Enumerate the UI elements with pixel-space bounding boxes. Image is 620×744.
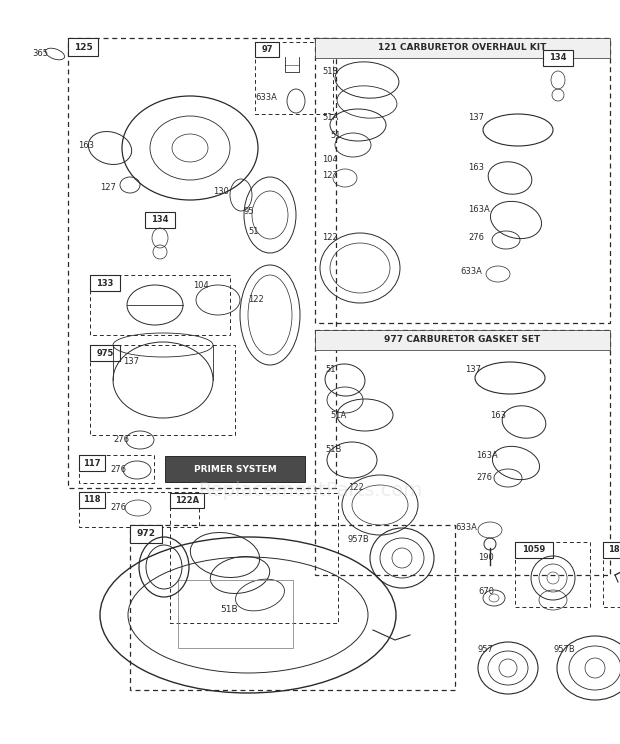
- Bar: [130, 525, 455, 690]
- Text: 163A: 163A: [468, 205, 490, 214]
- Text: 633A: 633A: [460, 268, 482, 277]
- Bar: [178, 580, 293, 648]
- Text: 95: 95: [243, 208, 254, 217]
- Bar: [165, 456, 305, 482]
- Bar: [68, 38, 98, 56]
- Text: 163: 163: [468, 164, 484, 173]
- Text: 633A: 633A: [255, 94, 277, 103]
- Text: 276: 276: [476, 472, 492, 481]
- Text: 51: 51: [325, 365, 335, 374]
- Text: 51: 51: [248, 228, 259, 237]
- Bar: [90, 275, 230, 335]
- Bar: [90, 275, 120, 291]
- Text: 104: 104: [322, 155, 338, 164]
- Text: 276: 276: [110, 504, 126, 513]
- Text: 972: 972: [136, 530, 156, 539]
- Text: 104: 104: [193, 280, 209, 289]
- Bar: [68, 38, 336, 488]
- Text: 276: 276: [113, 435, 129, 444]
- Bar: [170, 493, 338, 623]
- Text: 133: 133: [96, 278, 113, 287]
- Text: 51: 51: [330, 130, 340, 139]
- Text: 276: 276: [110, 466, 126, 475]
- Bar: [79, 492, 199, 527]
- Text: 51B: 51B: [325, 446, 342, 455]
- Text: 163A: 163A: [476, 451, 498, 460]
- Text: 117: 117: [83, 458, 100, 467]
- Text: 122: 122: [348, 484, 364, 493]
- Bar: [255, 42, 333, 114]
- Text: 51A: 51A: [322, 114, 339, 123]
- Bar: [315, 38, 610, 58]
- Bar: [90, 345, 120, 361]
- Bar: [515, 542, 590, 607]
- Bar: [515, 542, 553, 558]
- Bar: [543, 50, 573, 66]
- Text: 957B: 957B: [553, 646, 575, 655]
- Bar: [315, 38, 610, 323]
- Bar: [315, 330, 610, 575]
- Text: 51B: 51B: [220, 606, 237, 615]
- Text: 122: 122: [248, 295, 264, 304]
- Bar: [170, 493, 204, 508]
- Text: 957B: 957B: [348, 536, 370, 545]
- Text: 51A: 51A: [330, 411, 346, 420]
- Text: 1059: 1059: [523, 545, 546, 554]
- Bar: [315, 330, 610, 350]
- Text: 118: 118: [83, 496, 100, 504]
- Text: 975: 975: [96, 348, 113, 358]
- Text: 633A: 633A: [455, 524, 477, 533]
- Text: 127: 127: [322, 170, 338, 179]
- Bar: [145, 212, 175, 228]
- Text: 134: 134: [549, 54, 567, 62]
- Bar: [79, 455, 154, 483]
- Text: 137: 137: [465, 365, 481, 374]
- Text: 127: 127: [100, 182, 116, 191]
- Bar: [603, 542, 620, 558]
- Text: 187: 187: [608, 545, 620, 554]
- Text: 190: 190: [478, 554, 494, 562]
- Bar: [79, 492, 105, 508]
- Text: 957: 957: [478, 646, 494, 655]
- Bar: [79, 455, 105, 471]
- Text: 163: 163: [78, 141, 94, 150]
- Bar: [255, 42, 279, 57]
- Text: 97: 97: [261, 45, 273, 54]
- Text: ReplacementParts.com: ReplacementParts.com: [198, 481, 422, 499]
- Text: 276: 276: [468, 234, 484, 243]
- Bar: [90, 345, 235, 435]
- Text: 122: 122: [322, 234, 338, 243]
- Text: 137: 137: [123, 358, 139, 367]
- Text: 121 CARBURETOR OVERHAUL KIT: 121 CARBURETOR OVERHAUL KIT: [378, 43, 547, 53]
- Text: PRIMER SYSTEM: PRIMER SYSTEM: [193, 464, 277, 473]
- Text: 122A: 122A: [175, 496, 199, 505]
- Text: 670: 670: [478, 588, 494, 597]
- Text: 365: 365: [32, 50, 48, 59]
- Text: 977 CARBURETOR GASKET SET: 977 CARBURETOR GASKET SET: [384, 336, 541, 344]
- Text: 51B: 51B: [322, 68, 339, 77]
- Text: 130: 130: [213, 187, 229, 196]
- Text: 134: 134: [151, 216, 169, 225]
- Text: 163: 163: [490, 411, 506, 420]
- Text: 125: 125: [74, 42, 92, 51]
- Bar: [603, 542, 620, 607]
- Bar: [130, 525, 162, 543]
- Text: 137: 137: [468, 114, 484, 123]
